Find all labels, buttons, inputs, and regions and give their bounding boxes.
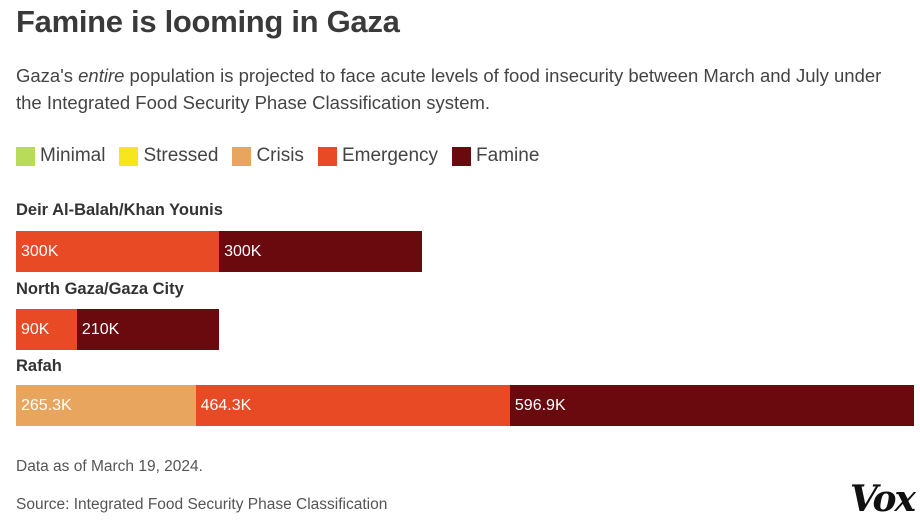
bar-segment-emergency: 300K bbox=[16, 231, 220, 272]
region-label: Deir Al-Balah/Khan Younis bbox=[16, 201, 223, 219]
legend-item-emergency: Emergency bbox=[317, 145, 439, 167]
legend-label: Emergency bbox=[341, 145, 439, 166]
legend-swatch bbox=[16, 146, 35, 166]
region-label: North Gaza/Gaza City bbox=[16, 280, 184, 298]
legend-swatch bbox=[317, 146, 337, 166]
subtitle-emphasis: entire bbox=[78, 65, 125, 86]
vox-logo: Vox bbox=[849, 478, 916, 520]
legend-item-famine: Famine bbox=[452, 145, 539, 167]
region-label: Rafah bbox=[16, 357, 62, 375]
chart-subtitle: Gaza's entire population is projected to… bbox=[16, 62, 906, 116]
bar-segment-emergency: 464.3K bbox=[195, 385, 510, 426]
data-date-note: Data as of March 19, 2024. bbox=[16, 458, 203, 475]
subtitle-part-3: population is projected to face acute le… bbox=[16, 65, 882, 113]
bar-segment-famine: 210K bbox=[76, 309, 220, 350]
legend-swatch bbox=[452, 146, 472, 166]
bar-segment-crisis: 265.3K bbox=[16, 385, 196, 426]
legend-item-stressed: Stressed bbox=[119, 145, 218, 167]
legend-item-minimal: Minimal bbox=[16, 145, 105, 167]
legend-label: Famine bbox=[476, 145, 540, 166]
bar-segment-famine: 300K bbox=[219, 231, 423, 272]
legend-swatch bbox=[119, 146, 139, 166]
bar-segment-emergency: 90K bbox=[16, 309, 77, 350]
legend-label: Crisis bbox=[256, 145, 304, 166]
legend-label: Stressed bbox=[143, 145, 219, 166]
source-note: Source: Integrated Food Security Phase C… bbox=[16, 496, 388, 513]
legend-swatch bbox=[232, 146, 252, 166]
bar-segment-famine: 596.9K bbox=[509, 385, 914, 426]
legend: Minimal Stressed Crisis Emergency Famine bbox=[16, 145, 553, 167]
legend-item-crisis: Crisis bbox=[232, 145, 304, 167]
legend-label: Minimal bbox=[40, 145, 106, 166]
subtitle-part-1: Gaza's bbox=[16, 65, 79, 86]
chart-title: Famine is looming in Gaza bbox=[16, 4, 400, 39]
